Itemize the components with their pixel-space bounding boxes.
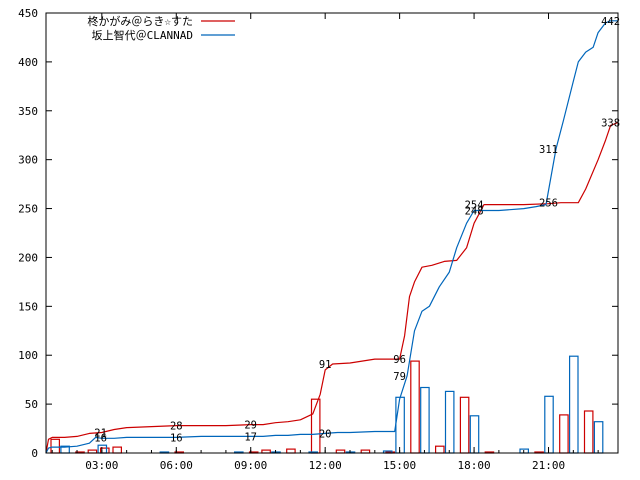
data-label: 256 [539,198,558,210]
bar [410,360,420,454]
data-label: 311 [539,144,558,156]
plot-frame [45,12,619,454]
data-label: 16 [94,432,107,444]
bar [395,396,405,454]
bar [420,386,430,454]
bar [459,396,470,454]
legend-label: 坂上智代＠CLANNAD [92,28,193,42]
data-label: 91 [319,359,332,371]
series-lines [45,20,619,454]
y-tick-label: 0 [31,447,38,460]
bar [568,355,579,454]
y-tick-label: 200 [18,251,38,264]
axes: 0 50 100 150 200 250 300 350 400 450 03:00 06:00 09:… [18,7,619,472]
bar [593,421,604,454]
bar [435,445,445,454]
series-line [45,20,618,454]
data-label: 96 [393,354,406,366]
data-label: 16 [170,432,183,444]
x-tick-label: 12:00 [309,459,342,472]
y-tick-label: 450 [18,7,38,20]
bar [583,410,594,454]
y-tick-label: 350 [18,105,38,118]
x-tick-label: 09:00 [234,459,267,472]
data-label: 248 [465,206,484,218]
bar [559,414,569,454]
legend-label: 柊かがみ＠らき☆すた [87,14,193,28]
y-tick-label: 50 [25,398,38,411]
y-tick-label: 150 [18,300,38,313]
y-tick-label: 300 [18,154,38,167]
bar [112,446,122,454]
data-label: 20 [319,428,332,440]
x-tick-label: 06:00 [160,459,193,472]
data-label: 254 [465,200,484,212]
y-tick-label: 100 [18,349,38,362]
y-tick-label: 400 [18,56,38,69]
data-label: 21 [94,428,107,440]
data-label: 79 [393,371,406,383]
y-tick-label: 250 [18,203,38,216]
data-label: 29 [244,420,257,432]
bar [286,448,296,454]
bar [544,395,554,454]
data-label: 442 [601,16,620,28]
data-label: 17 [244,431,257,443]
series-line [45,121,619,454]
bar [444,390,455,454]
x-tick-label: 03:00 [85,459,118,472]
x-tick-label: 18:00 [458,459,491,472]
data-label: 338 [601,118,620,130]
data-label: 28 [170,421,183,433]
x-tick-label: 21:00 [532,459,565,472]
x-tick-label: 15:00 [383,459,416,472]
